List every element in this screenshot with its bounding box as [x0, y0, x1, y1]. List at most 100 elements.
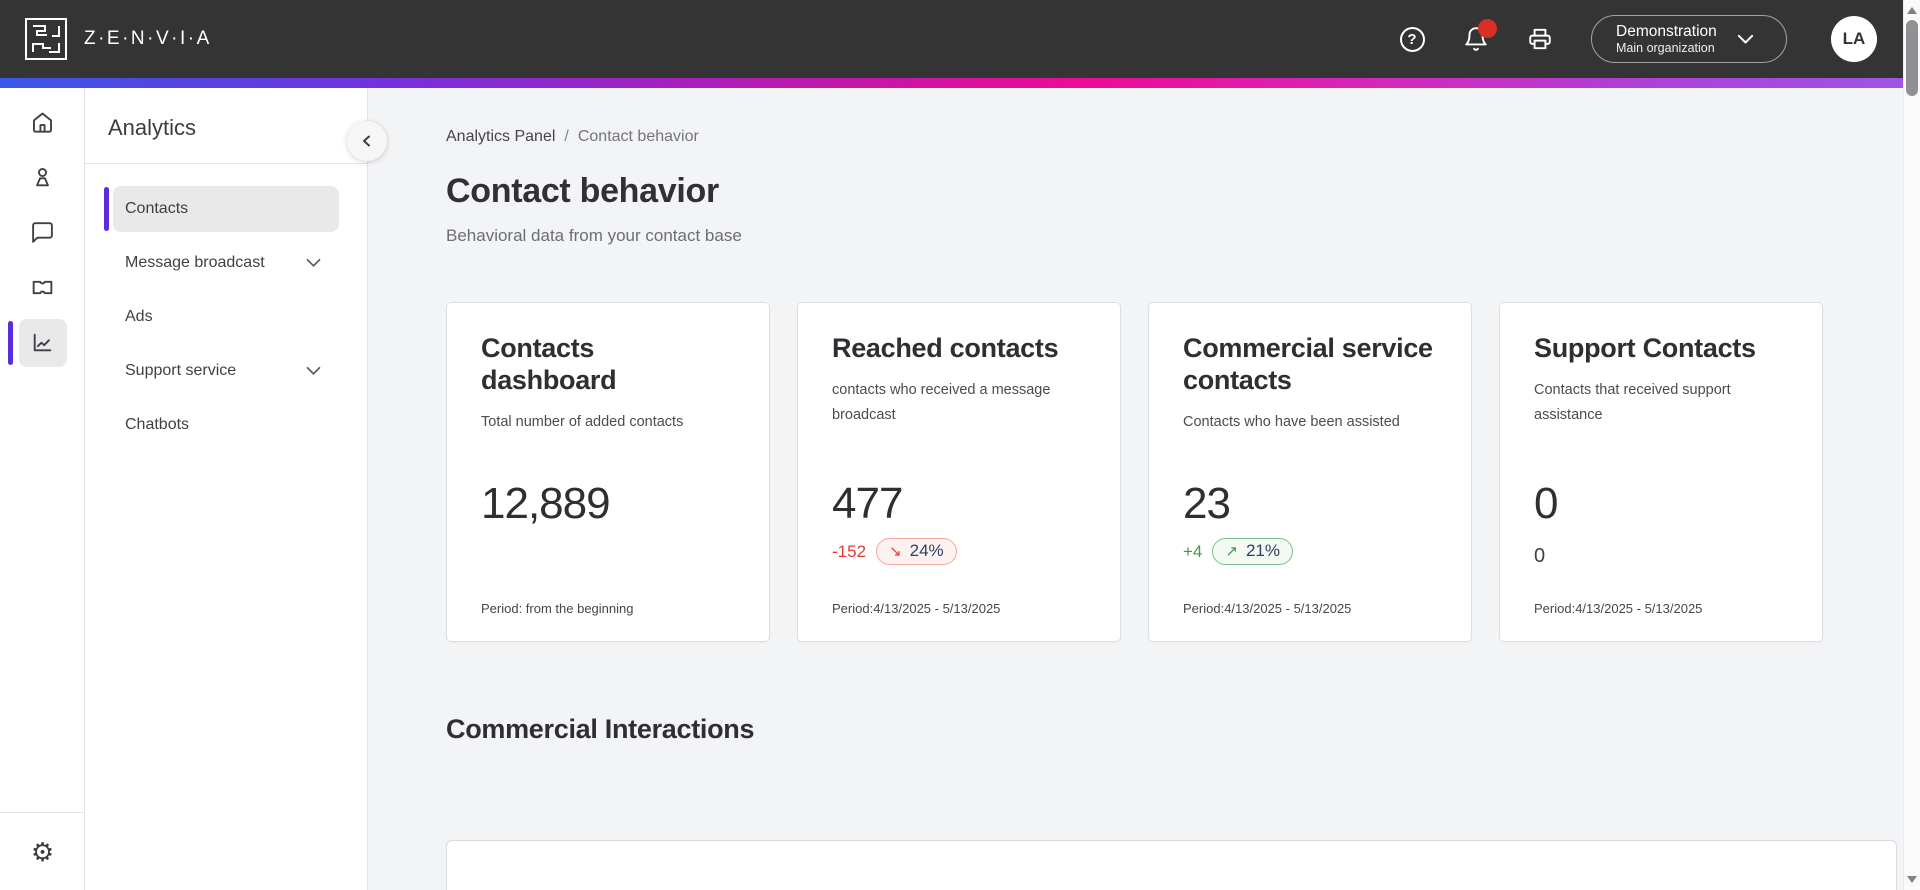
scrollbar-thumb[interactable]: [1906, 20, 1918, 96]
breadcrumb-current: Contact behavior: [577, 128, 699, 145]
card-description: Total number of added contacts: [481, 413, 684, 430]
card-period: Period:4/13/2025 - 5/13/2025: [832, 601, 1001, 616]
chevron-left-icon: [358, 132, 376, 150]
organization-switcher[interactable]: Demonstration Main organization: [1591, 15, 1787, 63]
icon-rail: ⚙: [0, 88, 85, 890]
card-description: Contacts that received support assistanc…: [1534, 381, 1731, 424]
zenvia-logo-icon: [24, 17, 68, 61]
topbar: Z·E·N·V·I·A ?: [0, 0, 1903, 78]
rail-item-tickets[interactable]: [0, 260, 85, 315]
trend-badge-positive: ↗ 21%: [1212, 538, 1293, 565]
breadcrumb-parent-link[interactable]: Analytics Panel: [446, 128, 556, 145]
rail-item-contacts[interactable]: [0, 150, 85, 205]
main-content: Analytics Panel / Contact behavior Conta…: [368, 88, 1903, 890]
section-title-commercial-interactions: Commercial Interactions: [446, 714, 755, 744]
help-button[interactable]: ?: [1395, 22, 1429, 56]
brand-wordmark: Z·E·N·V·I·A: [84, 28, 212, 49]
notification-badge-dot: [1478, 19, 1497, 38]
menu-item-label: Contacts: [125, 200, 189, 217]
card-value: 23: [1183, 479, 1231, 528]
card-period: Period:4/13/2025 - 5/13/2025: [1183, 601, 1352, 616]
commercial-interactions-card: [446, 840, 1897, 890]
menu-item-label: Ads: [125, 308, 153, 325]
menu-item-label: Chatbots: [125, 416, 190, 433]
menu-item-label: Support service: [125, 362, 237, 379]
breadcrumb: Analytics Panel / Contact behavior: [446, 128, 1903, 146]
card-period: Period:4/13/2025 - 5/13/2025: [1534, 601, 1703, 616]
chevron-down-icon: [306, 366, 321, 376]
card-delta-row: +4 ↗ 21%: [1183, 538, 1451, 565]
chat-bubble-icon: [19, 209, 67, 257]
trend-percent: 24%: [909, 541, 944, 560]
sidebar-item-ads[interactable]: Ads: [113, 294, 339, 340]
card-delta-row: -152 ↘ 24%: [832, 538, 1100, 565]
brand: Z·E·N·V·I·A: [24, 17, 212, 61]
scrollbar-up-arrow[interactable]: [1907, 7, 1917, 14]
breadcrumb-separator: /: [564, 128, 569, 145]
card-contacts-dashboard: Contacts dashboard Total number of added…: [446, 302, 770, 642]
card-description: Contacts who have been assisted: [1183, 413, 1400, 430]
card-value-block: 0 0: [1534, 479, 1802, 568]
card-value-block: 477 -152 ↘ 24%: [832, 479, 1100, 565]
card-period: Period: from the beginning: [481, 601, 634, 616]
trend-down-icon: ↘: [889, 542, 902, 560]
sidebar-collapse-button[interactable]: [347, 121, 387, 161]
chevron-down-icon: [1737, 34, 1754, 45]
sidebar-menu: Contacts Message broadcast Ads Support s…: [85, 164, 367, 448]
analytics-sidebar: Analytics Contacts Message broadcast: [85, 88, 387, 890]
printer-icon: [1527, 26, 1553, 52]
help-icon: ?: [1399, 26, 1425, 52]
trend-up-icon: ↗: [1225, 542, 1238, 560]
organization-name: Demonstration: [1616, 22, 1717, 40]
card-commercial-service-contacts: Commercial service contacts Contacts who…: [1148, 302, 1472, 642]
kpi-cards-row: Contacts dashboard Total number of added…: [446, 302, 1903, 642]
brand-gradient-bar: [0, 78, 1903, 88]
card-value: 12,889: [481, 479, 611, 528]
notifications-button[interactable]: [1459, 19, 1497, 56]
menu-item-label: Message broadcast: [125, 254, 265, 271]
organization-info: Demonstration Main organization: [1616, 22, 1717, 57]
sidebar-item-support-service[interactable]: Support service: [113, 348, 339, 394]
print-button[interactable]: [1523, 22, 1557, 56]
gear-icon: ⚙: [30, 838, 55, 868]
sidebar-divider: [85, 163, 367, 164]
active-indicator: [104, 187, 109, 231]
rail-item-conversations[interactable]: [0, 205, 85, 260]
card-description: contacts who received a message broadcas…: [832, 381, 1051, 424]
rail-divider: [0, 812, 85, 813]
page-scrollbar: [1903, 0, 1920, 890]
card-title: Commercial service contacts: [1183, 333, 1433, 395]
sidebar-item-message-broadcast[interactable]: Message broadcast: [113, 240, 339, 286]
scrollbar-down-arrow[interactable]: [1907, 876, 1917, 883]
ticket-icon: [19, 264, 67, 312]
topbar-actions: ?: [1365, 15, 1877, 63]
chevron-down-icon: [306, 258, 321, 268]
settings-button[interactable]: ⚙: [0, 830, 85, 876]
page-title: Contact behavior: [446, 172, 719, 210]
card-value-block: 12,889: [481, 479, 749, 529]
sidebar-item-chatbots[interactable]: Chatbots: [113, 402, 339, 448]
user-avatar[interactable]: LA: [1831, 16, 1877, 62]
delta-value: +4: [1183, 541, 1203, 561]
rail-item-analytics[interactable]: [0, 315, 85, 370]
person-icon: [19, 154, 67, 202]
rail-items: [0, 88, 84, 370]
trend-badge-negative: ↘ 24%: [876, 538, 957, 565]
page-subtitle: Behavioral data from your contact base: [446, 226, 742, 245]
card-value: 0: [1534, 479, 1558, 528]
sidebar-title: Analytics: [108, 115, 197, 140]
delta-value: -152: [832, 541, 867, 561]
card-title: Contacts dashboard: [481, 333, 617, 395]
card-support-contacts: Support Contacts Contacts that received …: [1499, 302, 1823, 642]
home-icon: [19, 99, 67, 147]
card-value: 477: [832, 479, 903, 528]
sidebar-header: Analytics: [85, 88, 367, 163]
sidebar-item-contacts[interactable]: Contacts: [104, 186, 339, 232]
rail-item-home[interactable]: [0, 95, 85, 150]
trend-percent: 21%: [1245, 541, 1280, 560]
bell-icon: [1463, 26, 1489, 52]
active-indicator: [8, 321, 13, 365]
card-title: Reached contacts: [832, 333, 1059, 363]
card-title: Support Contacts: [1534, 333, 1756, 363]
